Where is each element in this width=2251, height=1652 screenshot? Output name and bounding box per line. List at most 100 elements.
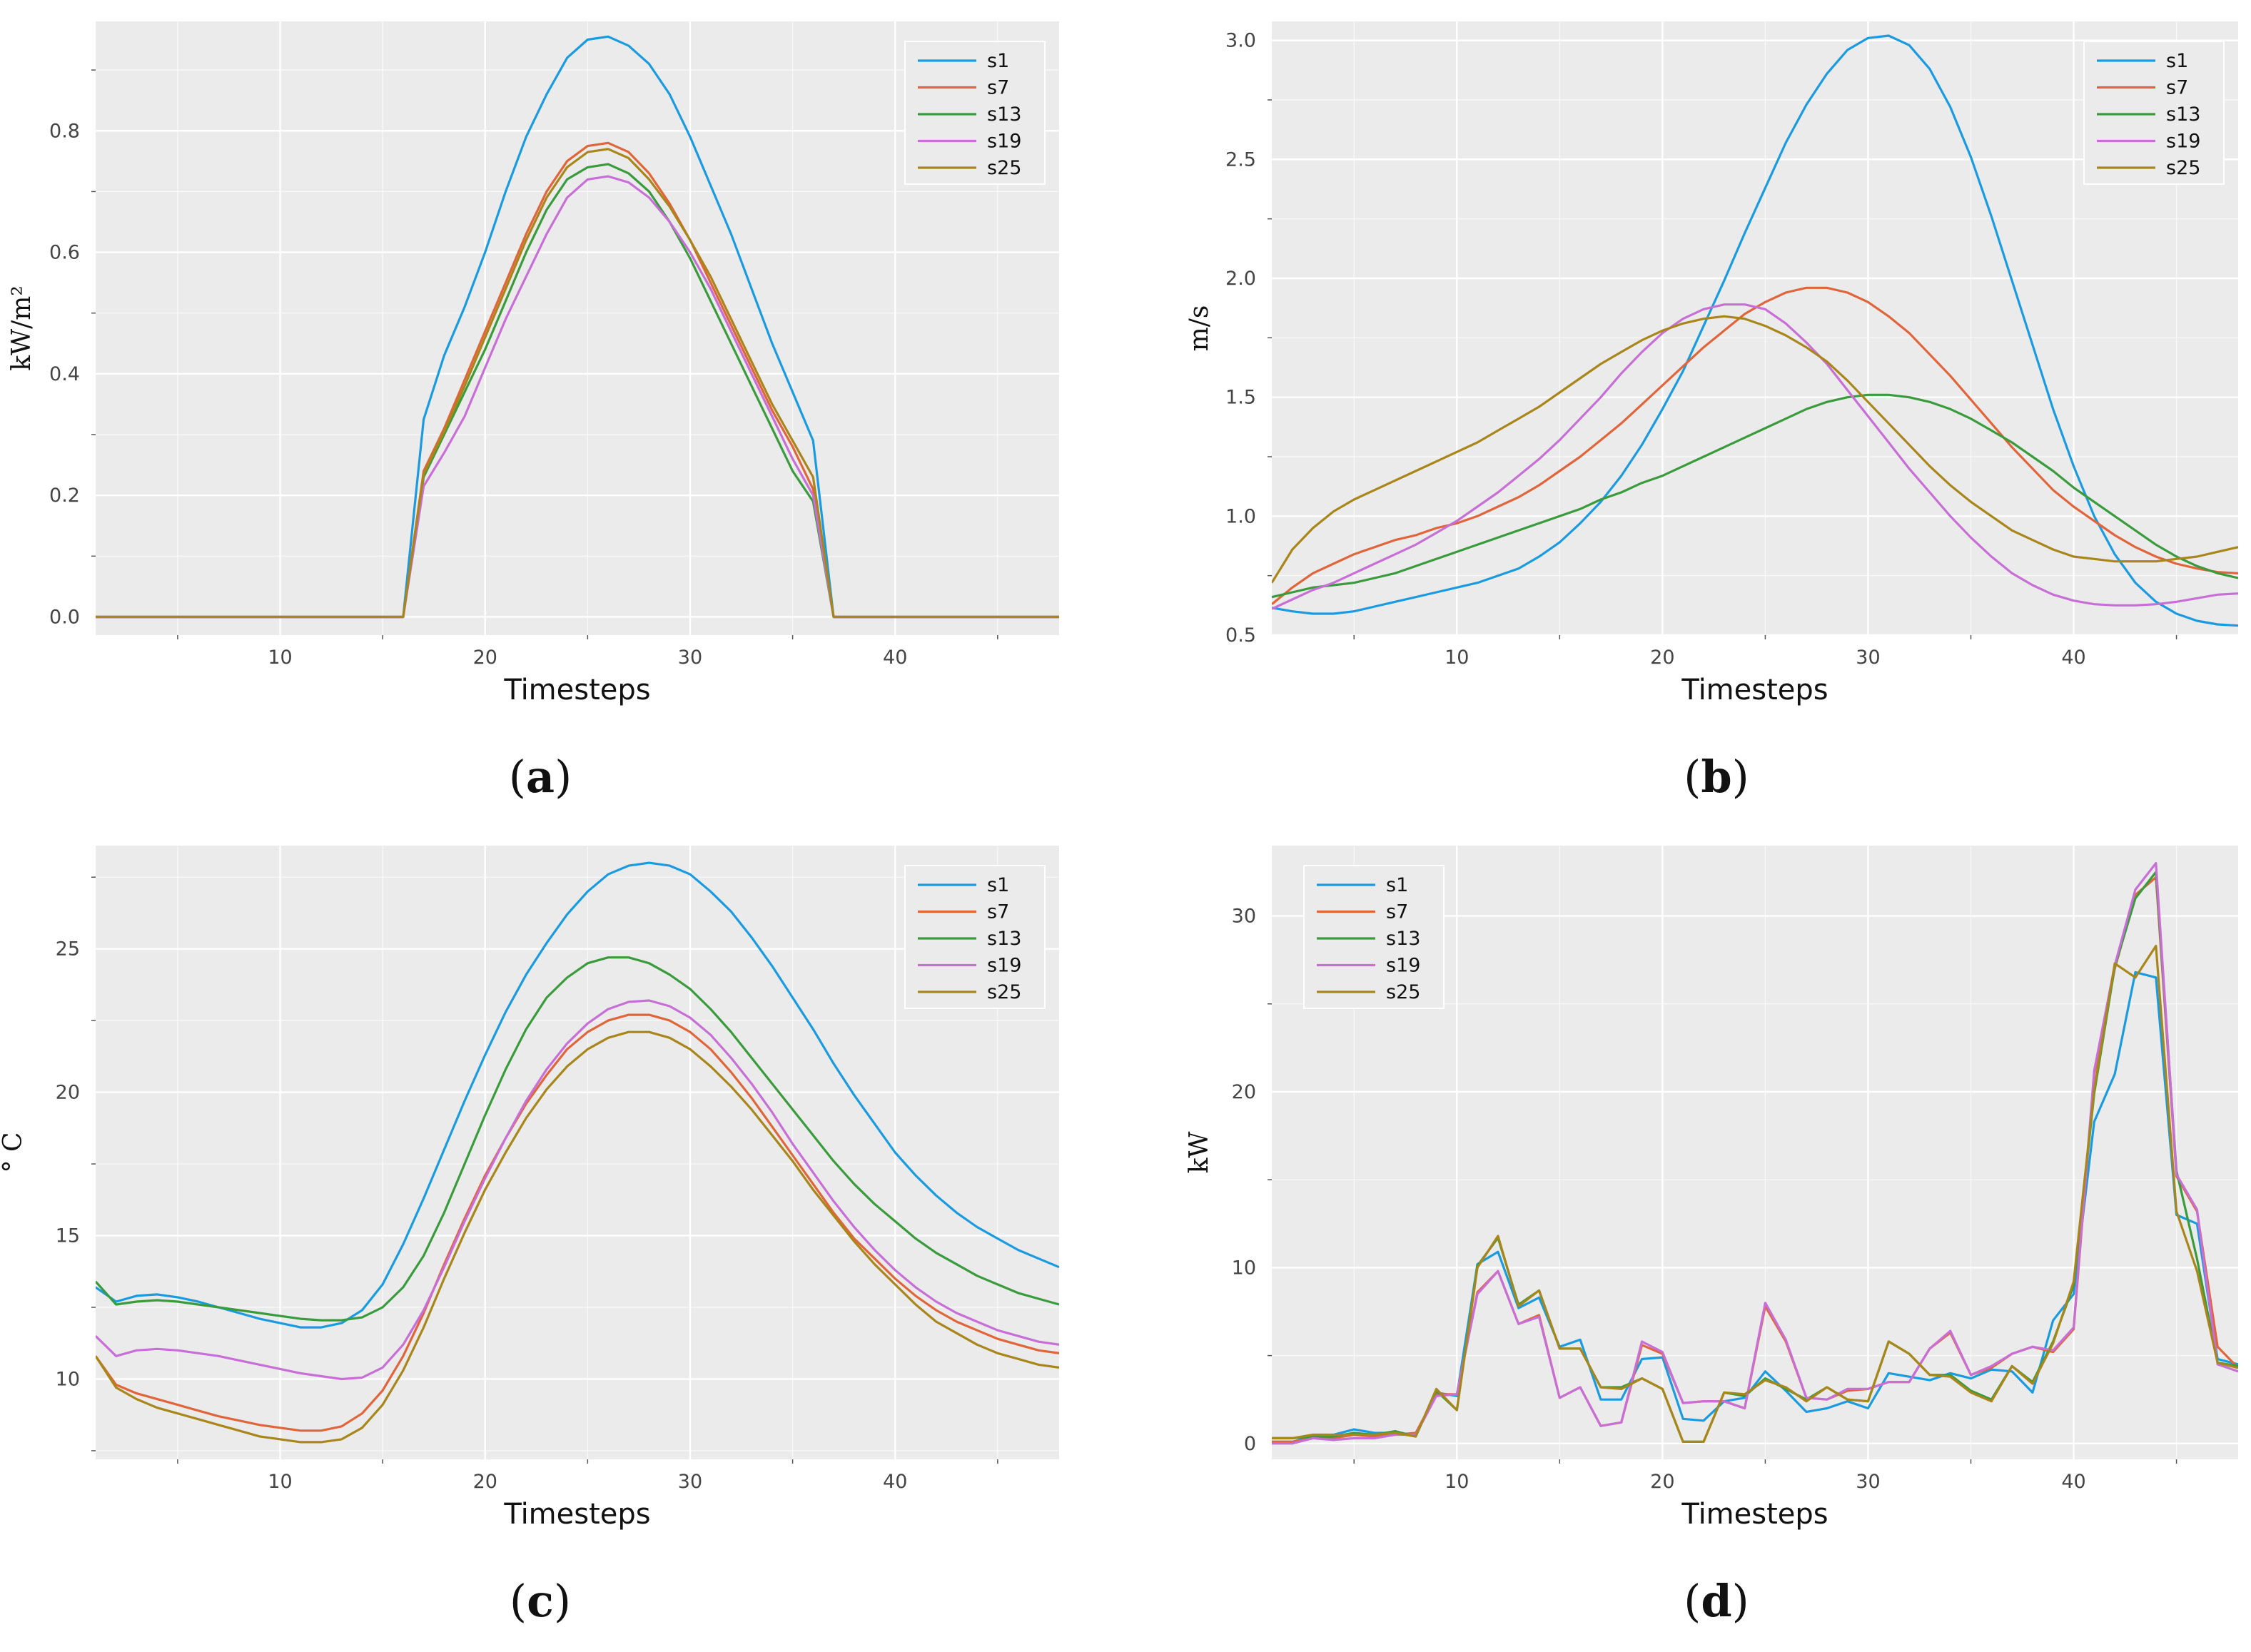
y-axis-label: kW <box>1185 1132 1214 1174</box>
series-line-s19 <box>96 999 1059 1381</box>
panel-b: 10 20 30 40 0.5 1.0 1.5 2.0 2.5 3.0 Timesteps m/s s1… <box>1185 21 2238 803</box>
legend-box <box>1303 865 1445 1009</box>
panel-caption-b: (b) <box>1684 751 1749 803</box>
series-line-s7 <box>96 1013 1059 1432</box>
series-line-s1 <box>1272 34 2238 627</box>
legend-label-s25: s25 <box>987 981 1021 1003</box>
legend-label-s1: s1 <box>1386 874 1408 896</box>
panel-caption-a: (a) <box>509 751 572 803</box>
x-tick-label: 10 <box>1445 1471 1469 1493</box>
y-tick-label: 0.2 <box>49 485 80 507</box>
series-line-s25 <box>1272 944 2238 1444</box>
series-line-s7 <box>1272 286 2238 605</box>
y-tick-label: 3.0 <box>1225 30 1256 52</box>
plot-background <box>96 21 1059 635</box>
x-tick-label: 30 <box>1856 1471 1880 1493</box>
legend-label-s19: s19 <box>2166 131 2200 153</box>
caption-paren-open: ( <box>1684 751 1701 803</box>
caption-paren-close: ) <box>554 1575 571 1627</box>
legend: s1 s7 s13 s19 s25 <box>1303 865 1445 1009</box>
x-tick-label: 30 <box>1856 647 1880 669</box>
x-tick-label: 40 <box>883 1471 907 1493</box>
caption-paren-open: ( <box>509 751 526 803</box>
x-tick-label: 20 <box>1650 1471 1674 1493</box>
series-line-s25 <box>96 1030 1059 1444</box>
y-tick-label: 25 <box>56 938 80 961</box>
x-tick-label: 10 <box>268 1471 292 1493</box>
series-line-s19 <box>1272 861 2238 1445</box>
series-line-s1 <box>96 861 1059 1329</box>
y-tick-label: 2.0 <box>1225 268 1256 290</box>
panel-c: 10 20 30 40 10 15 20 25 Timesteps ° C s1 s7 s13 s19 s2… <box>0 846 1059 1627</box>
x-tick-label: 10 <box>268 647 292 669</box>
x-axis-label: Timesteps <box>503 1498 650 1531</box>
legend-label-s7: s7 <box>987 901 1009 923</box>
legend-label-s13: s13 <box>1386 928 1420 950</box>
y-tick-label: 0.5 <box>1225 624 1256 647</box>
y-tick-label: 20 <box>56 1082 80 1104</box>
y-tick-label: 0.6 <box>49 242 80 264</box>
x-tick-label: 40 <box>2061 1471 2085 1493</box>
legend-label-s1: s1 <box>987 874 1009 896</box>
y-tick-label: 10 <box>56 1368 80 1390</box>
caption-paren-open: ( <box>1684 1575 1701 1627</box>
caption-letter: d <box>1701 1575 1731 1627</box>
x-tick-label: 30 <box>678 647 702 669</box>
legend-label-s25: s25 <box>2166 157 2200 179</box>
legend-label-s13: s13 <box>2166 103 2200 126</box>
series-line-s25 <box>96 148 1059 619</box>
caption-letter: a <box>526 751 555 803</box>
panel-caption-d: (d) <box>1684 1575 1749 1627</box>
legend-label-s7: s7 <box>987 77 1009 99</box>
legend-label-s1: s1 <box>987 50 1009 72</box>
panel-d: 10 20 30 40 0 10 20 30 Timesteps kW s1 s7 s13 s19 s25 (… <box>1185 846 2238 1627</box>
series-line-s19 <box>1272 303 2238 610</box>
y-axis-label: m/s <box>1185 305 1214 352</box>
caption-paren-open: ( <box>510 1575 527 1627</box>
legend-label-s1: s1 <box>2166 50 2188 72</box>
y-tick-label: 2.5 <box>1225 148 1256 171</box>
legend-label-s19: s19 <box>987 955 1021 977</box>
y-tick-label: 15 <box>56 1225 80 1247</box>
y-tick-label: 20 <box>1232 1081 1256 1103</box>
caption-paren-close: ) <box>1732 1575 1749 1627</box>
caption-letter: b <box>1701 751 1731 803</box>
legend-label-s19: s19 <box>1386 955 1420 977</box>
legend-label-s13: s13 <box>987 928 1021 950</box>
series-line-s13 <box>96 956 1059 1322</box>
x-tick-label: 20 <box>473 647 497 669</box>
legend-label-s19: s19 <box>987 131 1021 153</box>
y-tick-label: 1.5 <box>1225 387 1256 409</box>
legend-label-s13: s13 <box>987 103 1021 126</box>
x-axis-label: Timesteps <box>1681 674 1828 706</box>
legend-label-s7: s7 <box>1386 901 1408 923</box>
legend: s1 s7 s13 s19 s25 <box>2083 41 2225 185</box>
y-tick-label: 10 <box>1232 1257 1256 1279</box>
caption-paren-close: ) <box>555 751 572 803</box>
legend: s1 s7 s13 s19 s25 <box>904 865 1046 1009</box>
legend: s1 s7 s13 s19 s25 <box>904 41 1046 185</box>
y-axis-label: ° C <box>0 1132 28 1173</box>
y-tick-label: 0.4 <box>49 363 80 385</box>
y-tick-label: 0.8 <box>49 120 80 142</box>
series-line-s13 <box>1272 393 2238 599</box>
x-axis-label: Timesteps <box>1681 1498 1828 1531</box>
panel-caption-c: (c) <box>510 1575 571 1627</box>
y-axis-label: kW/m² <box>7 285 36 371</box>
x-tick-label: 30 <box>678 1471 702 1493</box>
y-tick-label: 1.0 <box>1225 505 1256 527</box>
legend-label-s25: s25 <box>1386 981 1420 1003</box>
legend-box <box>2083 41 2225 185</box>
legend-box <box>904 41 1046 185</box>
panel-a: 10 20 30 400.00.20.40.60.8TimestepskW/m²s1s… <box>7 21 1059 803</box>
x-tick-label: 10 <box>1445 647 1469 669</box>
caption-letter: c <box>527 1575 554 1627</box>
x-tick-label: 20 <box>1650 647 1674 669</box>
x-tick-label: 40 <box>2061 647 2085 669</box>
series-line-s25 <box>1272 315 2238 584</box>
plot-background <box>1272 21 2238 635</box>
legend-label-s25: s25 <box>987 157 1021 179</box>
y-tick-label: 0.0 <box>49 606 80 628</box>
legend-label-s7: s7 <box>2166 77 2188 99</box>
